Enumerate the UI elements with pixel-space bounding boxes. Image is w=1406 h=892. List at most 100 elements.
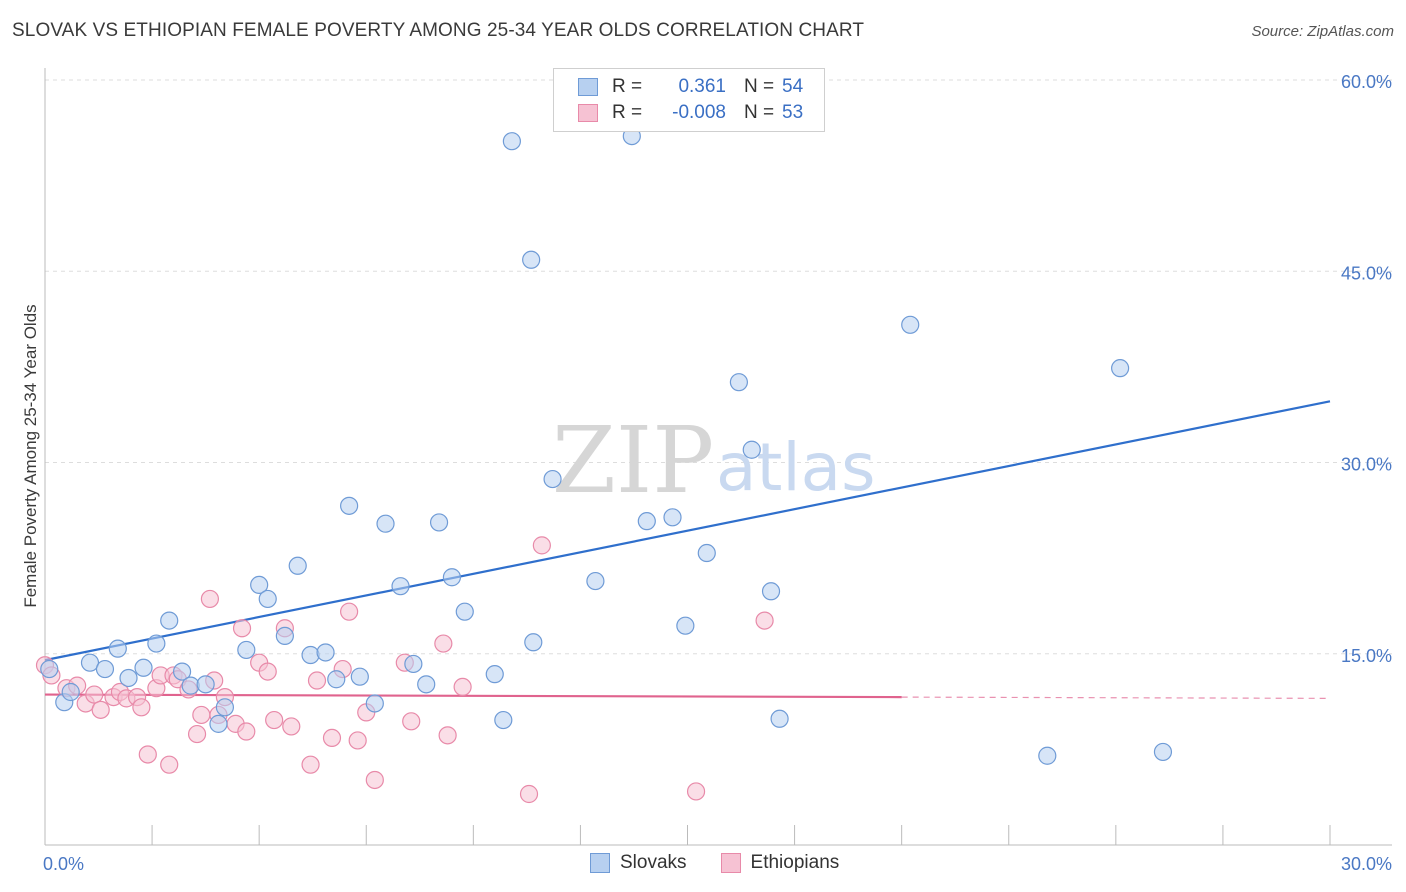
legend-item-ethiopians[interactable]: Ethiopians [720, 852, 840, 874]
legend-row-ethiopians: R = -0.008 N = 53 [578, 101, 803, 125]
watermark: ZIP atlas [552, 407, 876, 514]
legend-label-ethiopians: Ethiopians [750, 852, 840, 873]
slovak-point [417, 675, 436, 694]
slovak-point [327, 670, 346, 689]
legend-r-value: -0.008 [672, 102, 726, 123]
slovak-point [1153, 742, 1173, 762]
tick-labels: 15.0% 30.0% 45.0% 60.0% 0.0% 30.0% [43, 72, 1392, 874]
y-tick-label: 30.0% [1341, 455, 1392, 475]
ethiopian-point [138, 745, 157, 764]
slovak-point [40, 659, 59, 679]
slovak-point [676, 616, 695, 635]
source-label: Source: ZipAtlas.com [1251, 23, 1394, 40]
legend-row-slovaks: R = 0.361 N = 54 [578, 75, 803, 99]
x-tick-label: 30.0% [1341, 854, 1392, 874]
slovak-point [134, 658, 153, 677]
y-tick-label: 60.0% [1341, 72, 1392, 92]
axes [44, 68, 1392, 846]
legend-swatch-ethiopians [720, 853, 741, 873]
slovak-point [237, 640, 256, 660]
slovak-point [147, 634, 166, 653]
legend-swatch-ethiopians [578, 104, 598, 122]
ethiopian-point [192, 705, 211, 725]
gridlines [45, 79, 1392, 655]
slovak-point [288, 556, 307, 575]
slovak-point [494, 710, 513, 730]
ethiopian-point [755, 611, 774, 630]
legend-r-value: 0.361 [678, 76, 726, 97]
ethiopian-point [301, 755, 320, 774]
slovak-point [275, 626, 294, 646]
slovak-point [61, 682, 80, 702]
x-tick-label: 0.0% [43, 854, 84, 874]
slovak-point [697, 543, 716, 563]
ethiopian-point [322, 728, 342, 748]
ethiopian-point [85, 685, 104, 704]
legend-r-label: R = [612, 76, 643, 97]
ethiopian-point [132, 698, 151, 717]
slovak-point [586, 571, 605, 591]
slovak-point [502, 132, 521, 151]
correlation-legend: R = 0.361 N = 54 R = -0.008 N = 53 [553, 68, 825, 132]
legend-n-label: N = [744, 102, 775, 123]
y-tick-label: 45.0% [1341, 263, 1392, 283]
slovak-point [108, 639, 127, 658]
slovak-point [770, 709, 789, 728]
slovak-point [729, 373, 749, 392]
ethiopian-point [686, 782, 706, 801]
watermark-atlas: atlas [716, 429, 876, 506]
slovak-point [181, 676, 200, 695]
slovak-point [209, 714, 228, 733]
ethiopian-point [434, 634, 453, 653]
ethiopian-point [453, 677, 472, 697]
legend-n-value: 53 [782, 102, 804, 123]
slovak-point [1111, 359, 1130, 378]
slovak-point [522, 250, 541, 269]
slovak-trend-line [44, 400, 1331, 662]
slovak-point [301, 645, 320, 665]
ethiopian-point [258, 662, 277, 681]
ethiopian-point [200, 589, 220, 609]
slovak-point [365, 694, 384, 713]
slovak-point [404, 654, 423, 674]
watermark-zip: ZIP [552, 407, 714, 514]
slovak-points [40, 93, 1173, 765]
slovak-point [340, 496, 359, 515]
ethiopian-point [348, 731, 367, 750]
slovak-point [663, 508, 682, 527]
legend-n-value: 54 [782, 76, 804, 97]
legend-r-label: R = [612, 102, 643, 123]
ethiopian-point [187, 724, 207, 744]
slovak-point [543, 469, 562, 489]
slovak-point [172, 662, 192, 681]
slovak-point [455, 602, 474, 621]
y-axis-label: Female Poverty Among 25-34 Year Olds [21, 304, 40, 607]
slovak-point [119, 668, 138, 688]
slovak-point [742, 440, 761, 459]
ethiopian-point [532, 536, 551, 555]
legend-n-label: N = [744, 76, 775, 97]
ethiopian-point [365, 770, 384, 790]
legend-item-slovaks[interactable]: Slovaks [590, 852, 687, 874]
legend-label-slovaks: Slovaks [620, 852, 687, 873]
slovak-point [196, 675, 215, 694]
series-legend: Slovaks Ethiopians [590, 852, 873, 874]
slovak-point [761, 582, 781, 601]
ethiopian-point [438, 726, 457, 745]
legend-swatch-slovaks [590, 853, 610, 873]
slovak-point [350, 667, 369, 686]
slovak-point [429, 513, 449, 532]
slovak-point [215, 698, 234, 717]
slovak-point [316, 643, 335, 662]
ethiopian-point [91, 700, 110, 719]
ethiopian-point [265, 710, 284, 730]
slovak-point [524, 633, 543, 652]
ethiopian-trend-extension [901, 696, 1331, 699]
slovak-point [391, 577, 410, 596]
slovak-point [1038, 746, 1057, 765]
chart-title: SLOVAK VS ETHIOPIAN FEMALE POVERTY AMONG… [12, 20, 865, 41]
legend-swatch-slovaks [578, 78, 598, 96]
ethiopian-point [232, 619, 252, 638]
ethiopian-point [237, 722, 256, 741]
